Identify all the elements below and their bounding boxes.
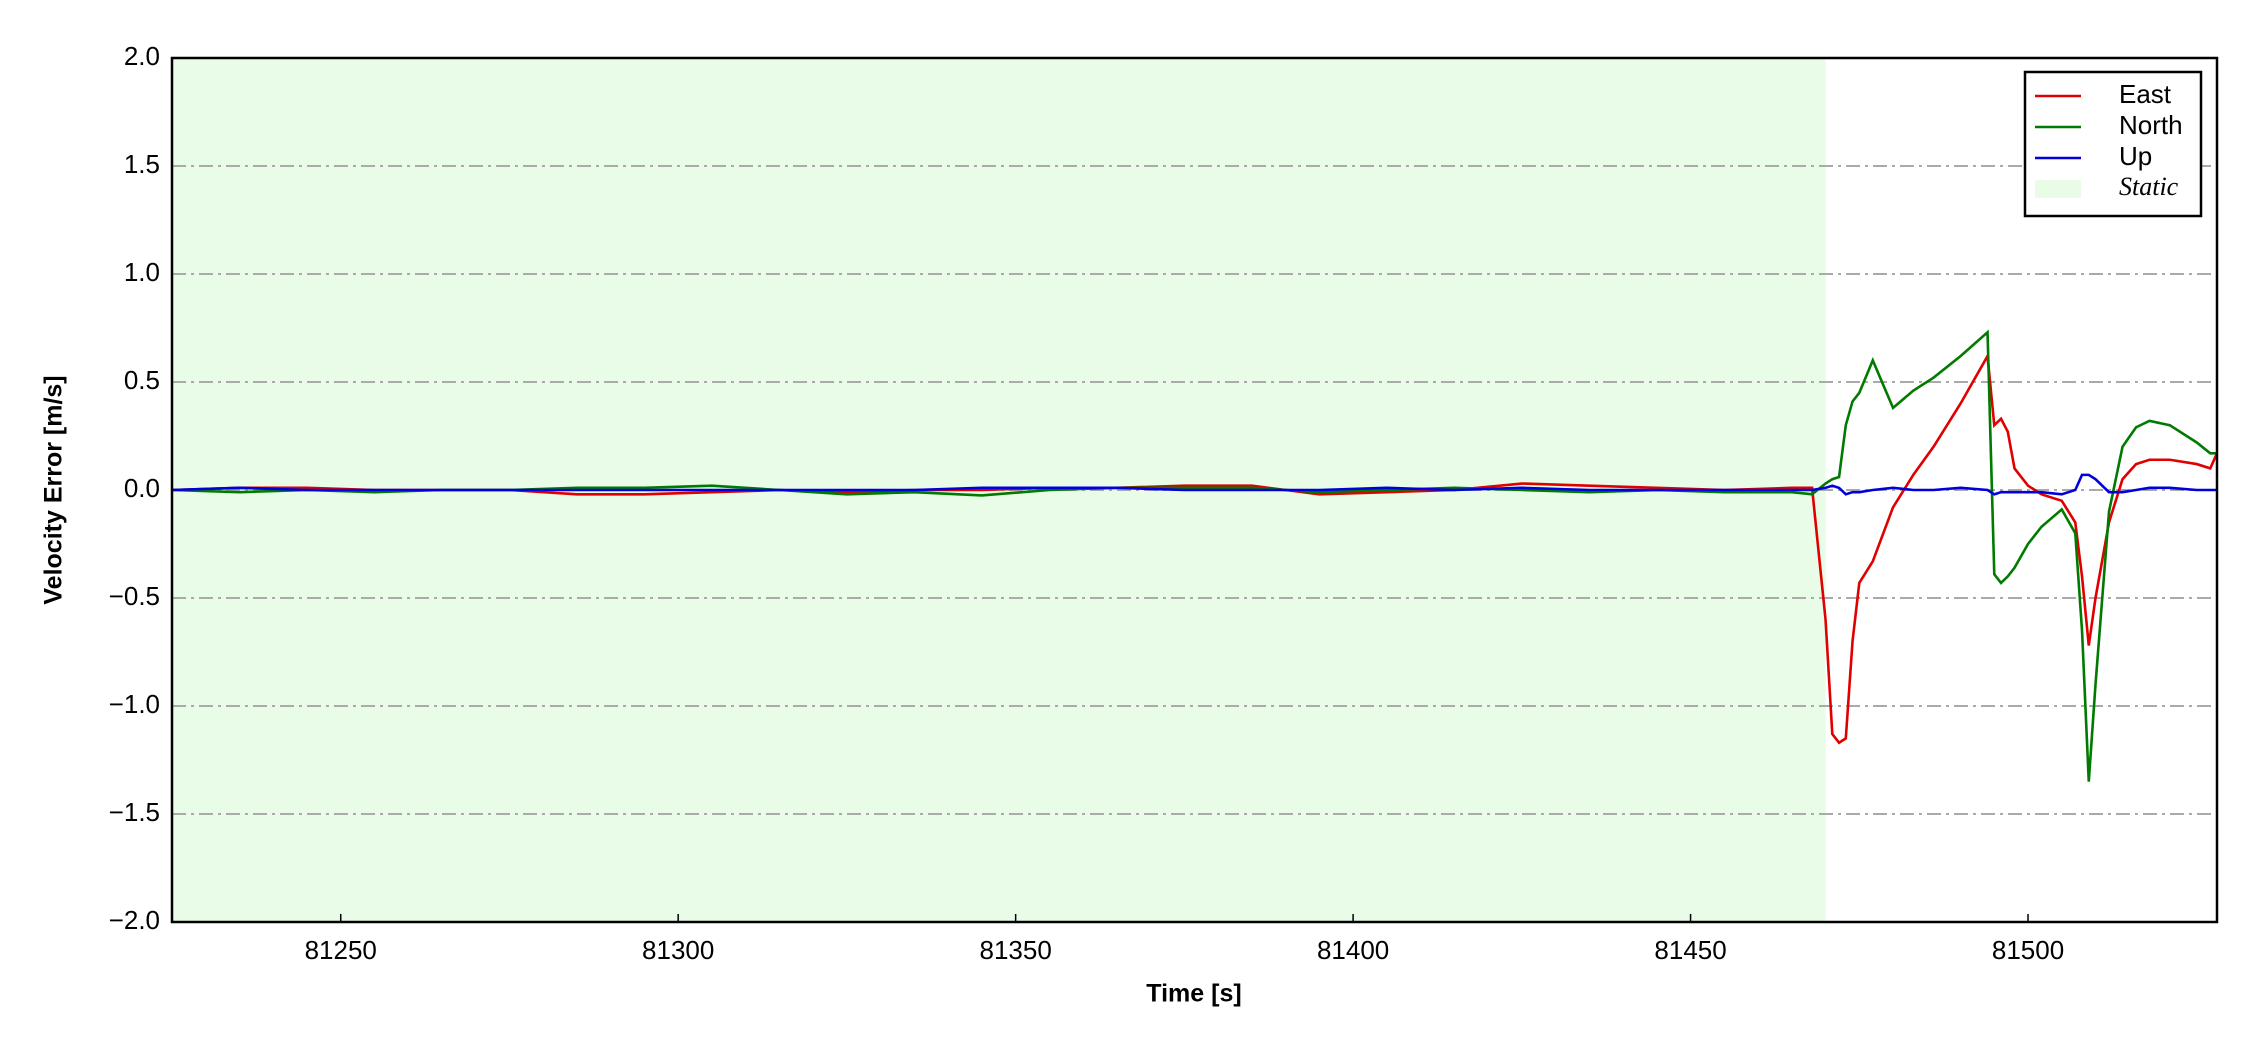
y-tick-label: 2.0 <box>124 41 160 71</box>
y-tick-label: −1.5 <box>109 797 160 827</box>
x-tick-label: 81450 <box>1654 935 1726 965</box>
y-tick-label: 0.5 <box>124 365 160 395</box>
legend-label: East <box>2119 79 2172 109</box>
x-tick-label: 81300 <box>642 935 714 965</box>
legend-label: North <box>2119 110 2183 140</box>
line-series <box>172 473 2217 496</box>
x-tick-label: 81250 <box>305 935 377 965</box>
y-tick-label: −0.5 <box>109 581 160 611</box>
y-tick-label: 1.0 <box>124 257 160 287</box>
x-tick-label: 81500 <box>1992 935 2064 965</box>
legend-label: Up <box>2119 141 2152 171</box>
legend-swatch <box>2035 180 2081 198</box>
y-tick-label: 1.5 <box>124 149 160 179</box>
x-tick-label: 81400 <box>1317 935 1389 965</box>
x-tick-label: 81350 <box>979 935 1051 965</box>
legend-label: Static <box>2119 172 2179 201</box>
y-axis-label: Velocity Error [m/s] <box>40 375 68 604</box>
y-tick-label: −2.0 <box>109 905 160 935</box>
y-tick-label: −1.0 <box>109 689 160 719</box>
plot-frame <box>170 56 2219 924</box>
x-axis-label: Time [s] <box>1146 980 1241 1008</box>
line-series <box>172 329 2217 782</box>
y-tick-label: 0.0 <box>124 473 160 503</box>
